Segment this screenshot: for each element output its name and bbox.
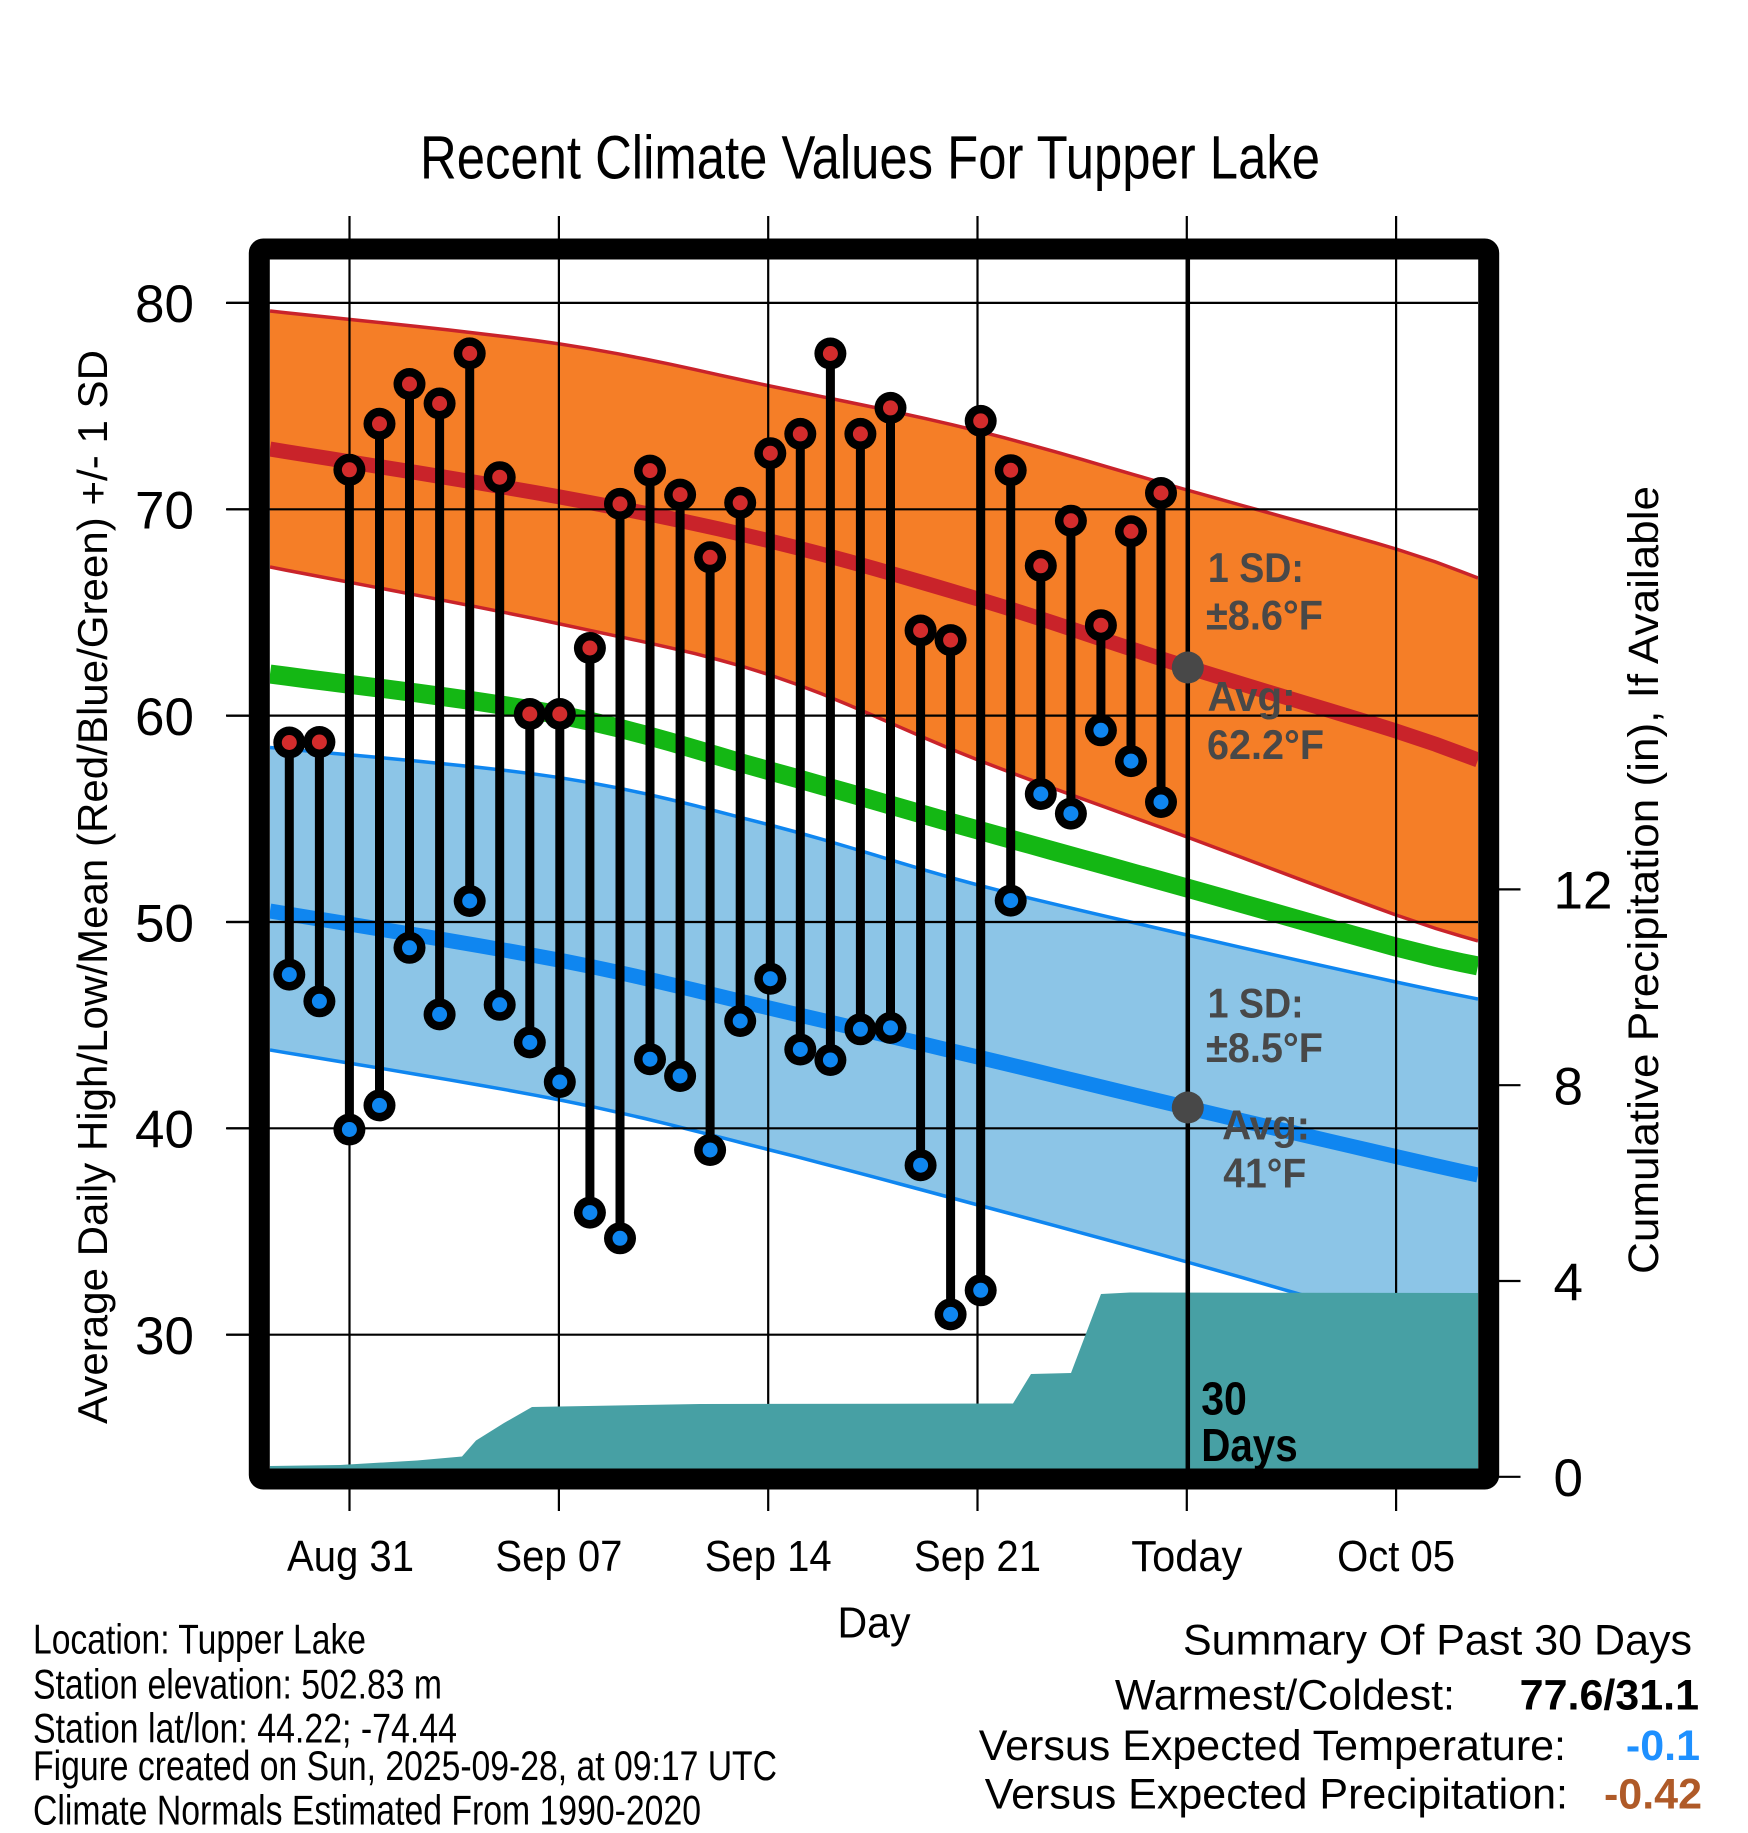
svg-text:Versus Expected Temperature:: Versus Expected Temperature: [979,1722,1566,1770]
svg-text:Station elevation: 502.83 m: Station elevation: 502.83 m [33,1660,442,1707]
svg-text:30: 30 [135,1307,194,1366]
svg-text:Day: Day [838,1599,911,1647]
svg-text:70: 70 [135,482,194,541]
svg-text:41°F: 41°F [1223,1150,1306,1197]
svg-text:30: 30 [1201,1372,1247,1424]
svg-text:40: 40 [135,1101,194,1160]
svg-text:Today: Today [1131,1532,1242,1581]
svg-text:Aug 31: Aug 31 [287,1532,414,1581]
svg-text:-0.1: -0.1 [1626,1722,1700,1770]
svg-text:77.6/31.1: 77.6/31.1 [1520,1672,1699,1720]
svg-text:Location: Tupper Lake: Location: Tupper Lake [33,1616,366,1663]
svg-text:Avg:: Avg: [1222,1102,1310,1149]
svg-text:50: 50 [135,894,194,953]
svg-text:-0.42: -0.42 [1604,1771,1702,1819]
svg-text:1 SD:: 1 SD: [1208,979,1304,1026]
svg-text:Average Daily High/Low/Mean (R: Average Daily High/Low/Mean (Red/Blue/Gr… [69,350,116,1424]
svg-text:Warmest/Coldest:: Warmest/Coldest: [1115,1672,1455,1720]
svg-text:Sep 21: Sep 21 [914,1532,1041,1581]
svg-text:0: 0 [1554,1449,1583,1508]
svg-text:Cumulative Precipitation (in),: Cumulative Precipitation (in), If Availa… [1620,486,1668,1274]
svg-text:Oct 05: Oct 05 [1337,1532,1455,1581]
svg-text:8: 8 [1554,1058,1583,1117]
svg-text:±8.5°F: ±8.5°F [1206,1024,1323,1071]
svg-text:Summary Of Past 30 Days: Summary Of Past 30 Days [1183,1617,1692,1665]
svg-text:62.2°F: 62.2°F [1207,721,1324,768]
svg-text:Days: Days [1201,1419,1298,1471]
svg-text:±8.6°F: ±8.6°F [1206,591,1323,638]
svg-text:Avg:: Avg: [1208,673,1296,720]
svg-text:Figure created on Sun, 2025-09: Figure created on Sun, 2025-09-28, at 09… [33,1742,777,1789]
svg-text:Versus Expected Precipitation:: Versus Expected Precipitation: [985,1771,1568,1819]
svg-text:80: 80 [135,275,194,334]
svg-text:Climate Normals Estimated From: Climate Normals Estimated From 1990-2020 [33,1786,701,1828]
svg-text:60: 60 [135,688,194,747]
svg-text:1 SD:: 1 SD: [1208,544,1304,591]
svg-text:Sep 14: Sep 14 [705,1532,832,1581]
svg-text:Station lat/lon: 44.22; -74.44: Station lat/lon: 44.22; -74.44 [33,1704,457,1751]
svg-text:12: 12 [1554,862,1613,921]
svg-text:Sep 07: Sep 07 [495,1532,622,1581]
svg-text:Recent Climate Values For Tupp: Recent Climate Values For Tupper Lake [420,124,1320,192]
svg-text:4: 4 [1554,1253,1583,1312]
